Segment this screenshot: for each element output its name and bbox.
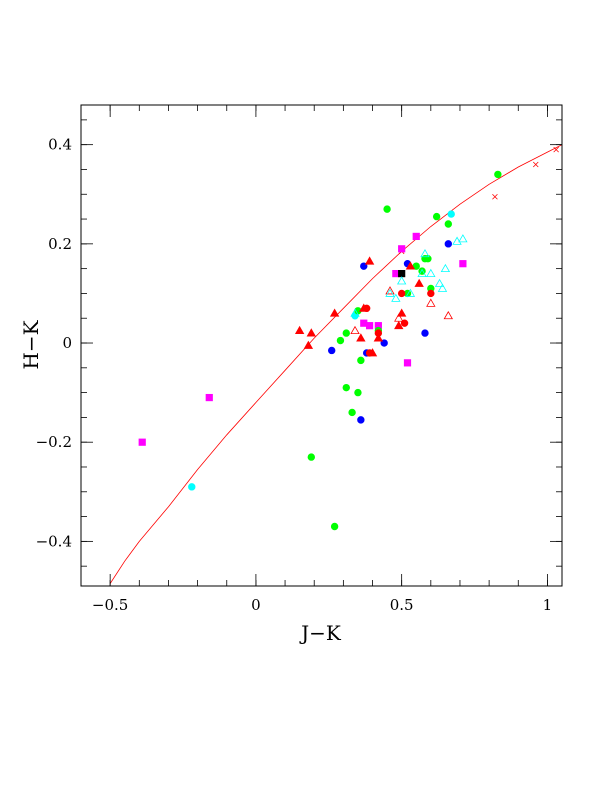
curve-cross-marker	[532, 161, 539, 168]
triangle-data-point	[364, 256, 375, 265]
triangle-data-point	[396, 308, 407, 317]
triangle-data-point	[350, 308, 360, 317]
square-data-point	[403, 359, 412, 367]
triangle-data-point	[385, 286, 395, 295]
triangle-data-point	[443, 310, 453, 320]
triangle-data-point	[405, 261, 416, 270]
square-data-point	[398, 245, 406, 253]
triangle-data-point	[440, 263, 451, 273]
triangle-data-point	[359, 303, 369, 312]
triangle-data-point	[294, 325, 305, 335]
cross-stroke	[492, 193, 498, 200]
y-tick-label: −0.2	[36, 433, 72, 451]
y-tick-label: 0.2	[48, 235, 72, 253]
circle-data-point	[336, 336, 345, 345]
triangle-data-point	[306, 328, 316, 337]
circle-data-point	[342, 383, 350, 392]
cross-stroke	[553, 146, 559, 153]
triangle-data-point	[434, 278, 445, 287]
x-tick-label: 0	[251, 596, 261, 614]
square-data-point	[459, 260, 467, 268]
axes-layer: −0.5 0 0.5 1 −0.4 −0.2 0 0.2 0.4	[36, 104, 563, 614]
circle-data-point	[432, 212, 441, 221]
square-data-point	[138, 438, 146, 446]
circle-data-point	[330, 522, 339, 531]
circle-data-point	[328, 346, 336, 355]
x-tick-label: 0.5	[390, 596, 414, 614]
circle-data-point	[354, 388, 362, 397]
circle-data-point	[348, 408, 356, 417]
triangle-data-point	[417, 268, 427, 277]
circle-data-point	[342, 329, 350, 337]
triangle-data-point	[350, 325, 360, 335]
triangle-data-point	[303, 340, 314, 349]
triangle-data-point	[394, 313, 404, 322]
circle-data-point	[307, 453, 315, 461]
reference-curve-layer	[109, 144, 562, 584]
triangle-data-point	[437, 283, 448, 292]
circle-data-point	[357, 356, 365, 365]
square-data-point	[205, 393, 213, 402]
triangle-data-point	[396, 276, 407, 285]
triangle-data-point	[329, 308, 340, 317]
y-tick-label: 0	[62, 334, 72, 352]
triangle-data-point	[385, 288, 395, 297]
triangle-data-point	[391, 293, 401, 302]
reference-curve	[109, 144, 562, 584]
triangle-data-point	[394, 320, 404, 330]
circle-data-point	[427, 289, 435, 298]
circle-data-point	[397, 289, 406, 298]
square-data-point	[412, 232, 420, 241]
cross-stroke	[532, 161, 539, 168]
circle-data-point	[444, 240, 453, 248]
circle-data-point	[357, 416, 365, 424]
y-tick-label: 0.4	[48, 136, 72, 154]
triangle-data-point	[458, 234, 468, 243]
triangle-data-point	[367, 348, 378, 357]
triangle-data-point	[414, 278, 424, 287]
triangle-data-point	[405, 288, 416, 297]
circle-data-point	[188, 483, 196, 491]
y-axis-label: H−K	[19, 319, 43, 369]
square-data-point	[398, 269, 406, 278]
x-axis-label: J−K	[299, 621, 342, 645]
plot-frame	[80, 104, 563, 587]
data-points-layer	[138, 170, 502, 531]
circle-data-point	[447, 210, 455, 218]
triangle-data-point	[373, 333, 384, 342]
x-tick-label: −0.5	[92, 596, 128, 614]
triangle-data-point	[356, 333, 366, 342]
square-data-point	[365, 322, 374, 330]
circle-data-point	[383, 205, 391, 213]
y-tick-label: −0.4	[36, 532, 72, 550]
x-tick-label: 1	[543, 596, 553, 614]
circle-data-point	[421, 329, 429, 337]
circle-data-point	[444, 220, 453, 228]
triangle-data-point	[426, 268, 436, 277]
curve-cross-marker	[553, 146, 559, 153]
curve-cross-marker	[492, 193, 498, 200]
circle-data-point	[494, 170, 502, 179]
triangle-data-point	[426, 298, 436, 307]
triangle-data-point	[420, 248, 430, 258]
